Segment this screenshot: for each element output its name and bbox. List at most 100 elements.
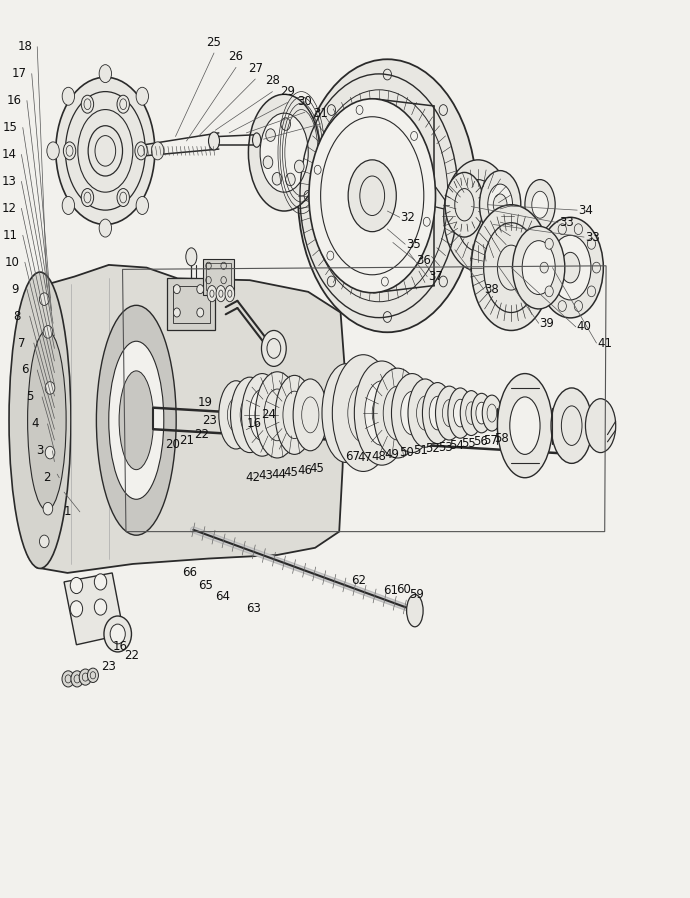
Ellipse shape (497, 374, 553, 478)
Ellipse shape (99, 65, 112, 83)
Text: 46: 46 (297, 464, 313, 477)
Text: 7: 7 (18, 337, 25, 349)
Ellipse shape (355, 361, 409, 465)
Ellipse shape (264, 389, 290, 441)
Ellipse shape (255, 372, 299, 458)
Ellipse shape (562, 406, 582, 445)
Text: 27: 27 (248, 62, 263, 75)
Text: 32: 32 (401, 211, 415, 224)
Text: 50: 50 (400, 446, 414, 459)
Ellipse shape (348, 384, 379, 443)
Ellipse shape (525, 180, 555, 230)
Ellipse shape (532, 191, 549, 218)
Circle shape (43, 326, 52, 339)
Ellipse shape (62, 87, 75, 105)
Polygon shape (64, 573, 123, 645)
Ellipse shape (538, 217, 603, 318)
Circle shape (587, 286, 595, 296)
Ellipse shape (88, 126, 123, 176)
Ellipse shape (275, 375, 314, 454)
Ellipse shape (63, 142, 76, 160)
Text: 8: 8 (14, 310, 21, 322)
Text: 62: 62 (351, 574, 366, 586)
Ellipse shape (391, 374, 433, 453)
Ellipse shape (373, 368, 422, 458)
Circle shape (592, 262, 600, 273)
Ellipse shape (293, 379, 328, 451)
Circle shape (95, 599, 107, 615)
Text: 54: 54 (449, 439, 464, 452)
Ellipse shape (230, 377, 269, 453)
Ellipse shape (480, 171, 521, 239)
Text: 58: 58 (494, 432, 509, 445)
Ellipse shape (81, 95, 94, 113)
Text: 26: 26 (228, 50, 244, 63)
Text: 30: 30 (297, 95, 312, 108)
Text: 59: 59 (408, 588, 424, 601)
Ellipse shape (372, 395, 391, 431)
Text: 17: 17 (12, 67, 27, 80)
Ellipse shape (585, 399, 615, 453)
Text: 57: 57 (483, 434, 498, 446)
Circle shape (263, 156, 273, 169)
Text: 41: 41 (598, 337, 612, 349)
Ellipse shape (62, 197, 75, 215)
Ellipse shape (28, 330, 66, 510)
Ellipse shape (448, 388, 473, 438)
Circle shape (173, 308, 180, 317)
Circle shape (46, 382, 55, 394)
Ellipse shape (484, 223, 539, 313)
Ellipse shape (482, 395, 502, 431)
Text: 21: 21 (179, 434, 194, 446)
Ellipse shape (298, 59, 477, 332)
Text: 22: 22 (194, 428, 209, 441)
Text: 34: 34 (578, 204, 593, 216)
Ellipse shape (408, 379, 442, 447)
Text: 19: 19 (197, 396, 213, 409)
Ellipse shape (302, 397, 319, 433)
Ellipse shape (466, 402, 477, 425)
Ellipse shape (135, 142, 147, 160)
Text: 31: 31 (313, 107, 328, 119)
Ellipse shape (95, 136, 116, 166)
Ellipse shape (383, 386, 412, 440)
Text: 29: 29 (280, 85, 295, 98)
Ellipse shape (81, 189, 94, 207)
Text: 52: 52 (425, 443, 440, 455)
Circle shape (558, 224, 566, 234)
Ellipse shape (99, 219, 112, 237)
Text: 24: 24 (262, 409, 277, 421)
Circle shape (70, 577, 83, 594)
Text: 55: 55 (461, 437, 476, 450)
Circle shape (79, 669, 92, 685)
Polygon shape (24, 265, 345, 573)
Ellipse shape (453, 400, 467, 427)
Circle shape (266, 128, 275, 141)
Text: 9: 9 (11, 283, 18, 295)
Bar (167, 278, 215, 330)
Ellipse shape (260, 113, 308, 192)
Ellipse shape (435, 386, 463, 440)
Text: 10: 10 (5, 256, 20, 269)
Ellipse shape (456, 180, 500, 251)
Text: 49: 49 (384, 448, 400, 461)
Ellipse shape (476, 402, 487, 424)
Ellipse shape (47, 142, 59, 160)
Circle shape (46, 446, 55, 459)
Ellipse shape (471, 205, 551, 330)
Ellipse shape (97, 305, 176, 535)
Text: 23: 23 (202, 414, 217, 427)
Text: 60: 60 (396, 583, 411, 595)
Circle shape (197, 308, 204, 317)
Text: 65: 65 (197, 579, 213, 592)
Circle shape (540, 262, 549, 273)
Text: 5: 5 (26, 391, 33, 403)
Circle shape (272, 172, 282, 185)
Text: 12: 12 (1, 202, 17, 215)
Text: 45: 45 (310, 462, 324, 475)
Ellipse shape (550, 235, 591, 300)
Circle shape (70, 601, 83, 617)
Text: 51: 51 (413, 445, 428, 457)
Ellipse shape (262, 330, 286, 366)
Text: 38: 38 (484, 283, 500, 295)
